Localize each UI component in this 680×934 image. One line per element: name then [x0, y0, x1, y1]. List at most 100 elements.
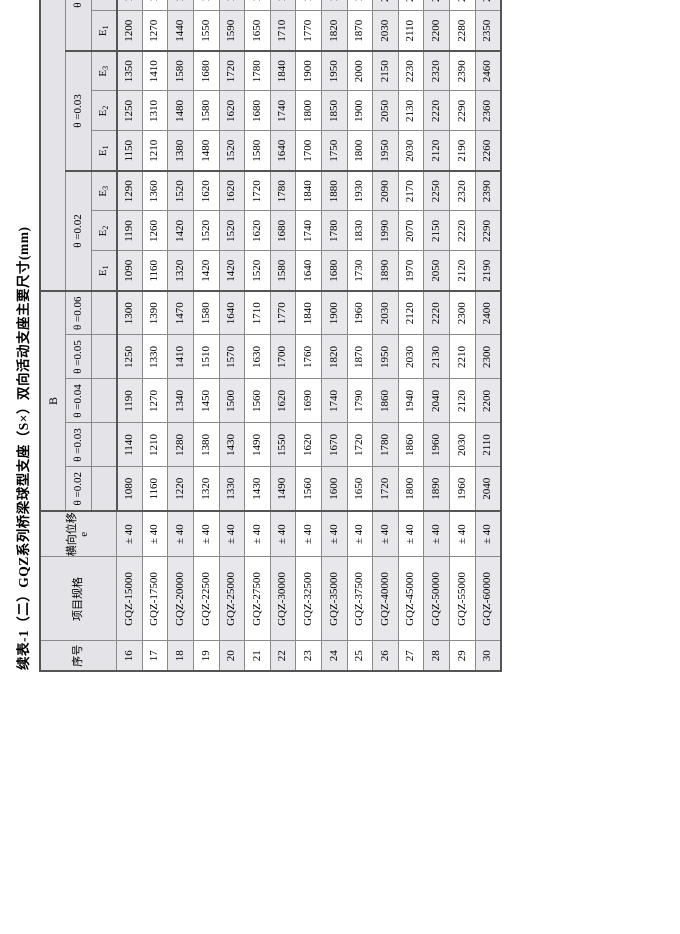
- group-header-b: B: [40, 290, 66, 511]
- cell-b-theta_0_03: 1960: [423, 423, 450, 467]
- cell-b-theta_0_05: 1820: [321, 335, 348, 379]
- cell-a1-theta_0_02-E2: 1520: [193, 210, 220, 251]
- cell-a1-theta_0_04-E2: 2450: [475, 0, 501, 11]
- cell-lateral-disp: ± 40: [423, 511, 450, 557]
- cell-b-theta_0_02: 2040: [475, 467, 501, 511]
- cell-a1-theta_0_02-E1: 1420: [219, 250, 245, 291]
- cell-b-theta_0_05: 1330: [142, 335, 168, 379]
- theta-header-b-002: θ =0.02: [65, 467, 92, 511]
- cell-b-theta_0_04: 1560: [244, 379, 271, 423]
- cell-a1-theta_0_02-E2: 1420: [167, 210, 194, 251]
- cell-lateral-disp: ± 40: [193, 511, 220, 557]
- cell-b-theta_0_03: 1720: [347, 423, 373, 467]
- cell-a1-theta_0_03-E2: 1620: [219, 90, 245, 131]
- cell-a1-theta_0_02-E2: 1680: [270, 210, 296, 251]
- table-row[interactable]: 17 GQZ-17500 ± 40 1160 1210 1270 1330 1390 1160 1…: [142, 0, 168, 671]
- e-subscript: 2: [100, 225, 110, 230]
- table-row[interactable]: 16 GQZ-15000 ± 40 1080 1140 1190 1250 1300 1090 1…: [116, 0, 143, 671]
- e-letter: E: [96, 269, 109, 277]
- cell-lateral-disp: ± 40: [347, 511, 373, 557]
- cell-a1-theta_0_03-E3: 1950: [321, 50, 348, 91]
- cell-a1-theta_0_04-E2: 2300: [423, 0, 450, 11]
- cell-a1-theta_0_03-E1: 2030: [398, 130, 424, 171]
- cell-b-theta_0_03: 2030: [449, 423, 476, 467]
- table-row[interactable]: 24 GQZ-35000 ± 40 1600 1670 1740 1820 1900 1680 1…: [321, 0, 348, 671]
- cell-a1-theta_0_02-E3: 2090: [372, 170, 399, 211]
- table-row[interactable]: 25 GQZ-37500 ± 40 1650 1720 1790 1870 1960 1730 1…: [347, 0, 373, 671]
- cell-a1-theta_0_03-E3: 1580: [167, 50, 194, 91]
- table-row[interactable]: 21 GQZ-27500 ± 40 1430 1490 1560 1630 1710 1520 1…: [244, 0, 271, 671]
- table-row[interactable]: 29 GQZ-55000 ± 40 1960 2030 2120 2210 2300 2120 2…: [449, 0, 476, 671]
- e-subscript: 3: [100, 65, 110, 70]
- cell-b-theta_0_05: 1950: [372, 335, 399, 379]
- cell-a1-theta_0_02-E3: 2390: [475, 170, 501, 211]
- cell-lateral-disp: ± 40: [295, 511, 322, 557]
- cell-a1-theta_0_04-E1: 1710: [270, 10, 296, 51]
- cell-a1-theta_0_02-E2: 1780: [321, 210, 348, 251]
- cell-a1-theta_0_02-E1: 2050: [423, 250, 450, 291]
- cell-b-theta_0_04: 1690: [295, 379, 322, 423]
- cell-b-theta_0_06: 2030: [372, 290, 399, 335]
- sub-header-b-002: [91, 467, 117, 511]
- table-row[interactable]: 26 GQZ-40000 ± 40 1720 1780 1860 1950 2030 1890 1…: [372, 0, 399, 671]
- cell-b-theta_0_04: 1340: [167, 379, 194, 423]
- table-row[interactable]: 18 GQZ-20000 ± 40 1220 1280 1340 1410 1470 1320 1…: [167, 0, 194, 671]
- cell-a1-theta_0_03-E1: 1640: [270, 130, 296, 171]
- cell-b-theta_0_03: 1670: [321, 423, 348, 467]
- cell-b-theta_0_02: 1600: [321, 467, 348, 511]
- e-header-004-e1: E1: [91, 10, 117, 51]
- table-row[interactable]: 28 GQZ-50000 ± 40 1890 1960 2040 2130 2220 2050 2…: [423, 0, 450, 671]
- cell-a1-theta_0_03-E1: 1150: [116, 130, 143, 171]
- cell-spec: GQZ-22500: [193, 557, 220, 641]
- cell-seq: 25: [347, 641, 373, 671]
- cell-b-theta_0_04: 1860: [372, 379, 399, 423]
- cell-a1-theta_0_03-E2: 2050: [372, 90, 399, 131]
- cell-a1-theta_0_03-E1: 1380: [167, 130, 194, 171]
- cell-a1-theta_0_02-E2: 1620: [244, 210, 271, 251]
- table-row[interactable]: 19 GQZ-22500 ± 40 1320 1380 1450 1510 1580 1420 1…: [193, 0, 220, 671]
- e-letter: E: [96, 29, 109, 37]
- cell-a1-theta_0_02-E1: 1420: [193, 250, 220, 291]
- cell-b-theta_0_04: 1270: [142, 379, 168, 423]
- e-letter: E: [96, 69, 109, 77]
- cell-a1-theta_0_02-E3: 1840: [295, 170, 322, 211]
- e-letter: E: [96, 149, 109, 157]
- cell-b-theta_0_03: 1490: [244, 423, 271, 467]
- table-row[interactable]: 23 GQZ-32500 ± 40 1560 1620 1690 1760 1840 1640 1…: [295, 0, 322, 671]
- cell-b-theta_0_02: 1560: [295, 467, 322, 511]
- e-header-003-e3: E3: [91, 50, 117, 91]
- cell-a1-theta_0_03-E2: 2220: [423, 90, 450, 131]
- cell-a1-theta_0_03-E1: 1750: [321, 130, 348, 171]
- cell-b-theta_0_02: 1320: [193, 467, 220, 511]
- cell-b-theta_0_03: 1280: [167, 423, 194, 467]
- cell-a1-theta_0_04-E2: 1920: [321, 0, 348, 11]
- cell-b-theta_0_06: 1640: [219, 290, 245, 335]
- cell-b-theta_0_02: 1220: [167, 467, 194, 511]
- cell-b-theta_0_03: 2110: [475, 423, 501, 467]
- cell-seq: 22: [270, 641, 296, 671]
- table-row[interactable]: 22 GQZ-30000 ± 40 1490 1550 1620 1700 1770 1580 1…: [270, 0, 296, 671]
- table-row[interactable]: 30 GQZ-60000 ± 40 2040 2110 2200 2300 2400 2190 2…: [475, 0, 501, 671]
- e-subscript: 3: [100, 185, 110, 190]
- table-sheet: 续表-1（二）GQZ系列桥梁球型支座（S×）双向活动支座主要尺寸(mm) 序号 …: [16, 0, 501, 671]
- cell-a1-theta_0_02-E3: 1520: [167, 170, 194, 211]
- table-head: 序号 项目规格 横向位移 e B A1 θ =0.02 θ =0.03 θ =0…: [40, 0, 117, 671]
- cell-a1-theta_0_04-E1: 2030: [372, 10, 399, 51]
- sub-header-b-003: [91, 423, 117, 467]
- rotated-page-stage: 续表-1（二）GQZ系列桥梁球型支座（S×）双向活动支座主要尺寸(mm) 序号 …: [16, 0, 501, 671]
- cell-b-theta_0_06: 1770: [270, 290, 296, 335]
- cell-a1-theta_0_03-E3: 1900: [295, 50, 322, 91]
- cell-b-theta_0_06: 2120: [398, 290, 424, 335]
- table-row[interactable]: 20 GQZ-25000 ± 40 1330 1430 1500 1570 1640 1420 1…: [219, 0, 245, 671]
- header-row-group: 序号 项目规格 横向位移 e B A1: [40, 0, 117, 671]
- theta-header-b-006: θ =0.06: [65, 290, 92, 335]
- cell-a1-theta_0_02-E3: 2170: [398, 170, 424, 211]
- cell-seq: 26: [372, 641, 399, 671]
- theta-header-b-004: θ =0.04: [65, 379, 92, 423]
- cell-seq: 16: [116, 641, 143, 671]
- e-header-004-e2: E2: [91, 0, 117, 11]
- col-header-spec: 项目规格: [40, 557, 117, 641]
- e-letter: E: [96, 109, 109, 117]
- cell-a1-theta_0_04-E2: 1370: [142, 0, 168, 11]
- table-row[interactable]: 27 GQZ-45000 ± 40 1800 1860 1940 2030 2120 1970 2…: [398, 0, 424, 671]
